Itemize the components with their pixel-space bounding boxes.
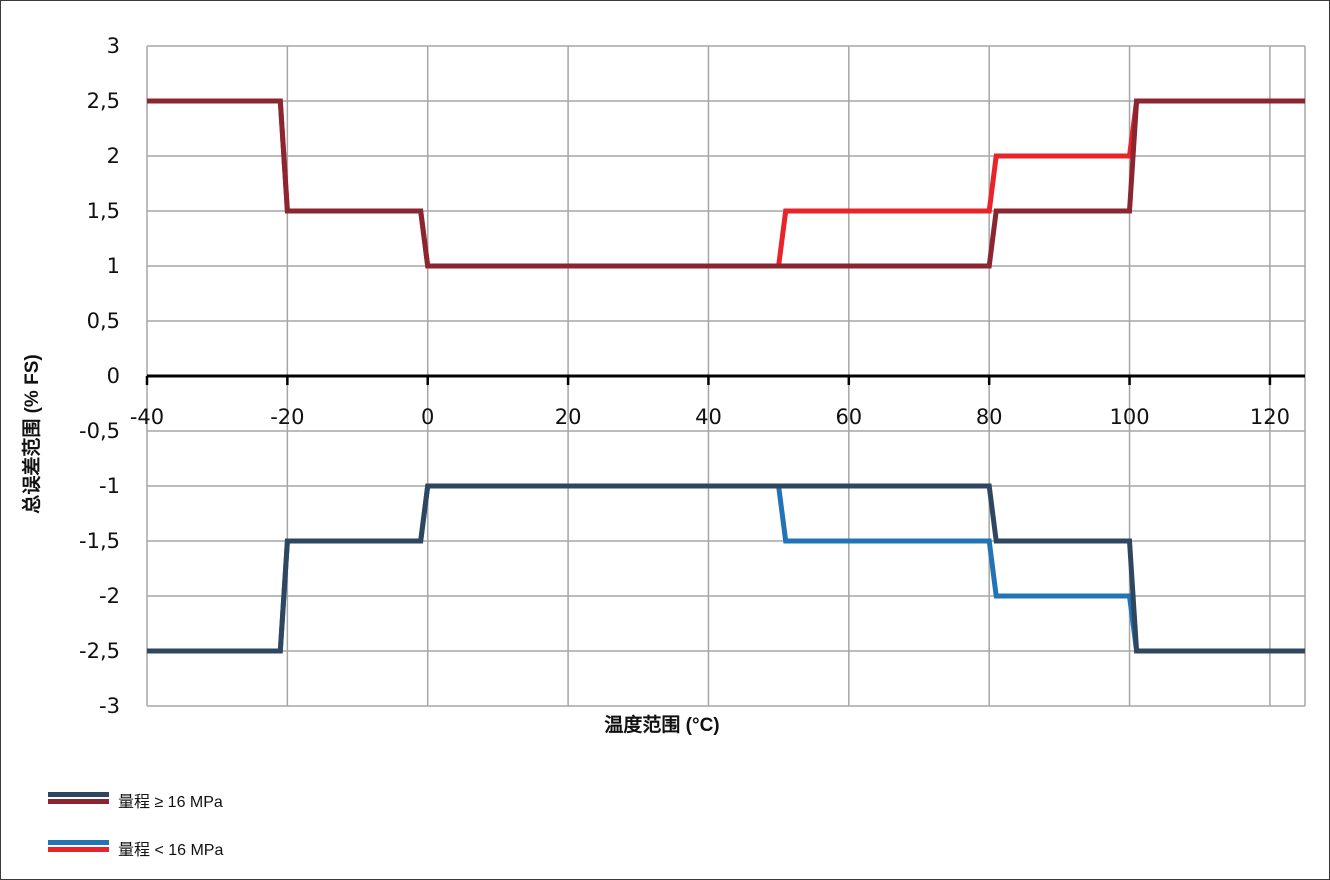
x-axis-ticks: -40 -20 0 20 40 60 80 100 120	[130, 405, 1290, 429]
legend-label: 量程 < 16 MPa	[118, 841, 223, 859]
y-tick-label: 0	[107, 364, 120, 388]
series-line	[147, 98, 1305, 269]
legend-swatch-lower	[48, 840, 109, 845]
y-tick-label: 2	[107, 144, 120, 168]
y-tick-label: 2,5	[87, 89, 120, 113]
y-tick-label: -2	[99, 584, 120, 608]
x-axis-title: 温度范围 (°C)	[604, 713, 719, 736]
y-tick-label: -2,5	[79, 639, 120, 663]
legend: 量程 ≥ 16 MPa 量程 < 16 MPa	[48, 792, 223, 859]
x-tick-label: 0	[421, 405, 434, 429]
series-line	[147, 483, 1305, 654]
y-tick-label: -3	[99, 694, 120, 718]
legend-item: 量程 ≥ 16 MPa	[48, 792, 223, 811]
x-tick-label: 80	[976, 405, 1003, 429]
y-tick-label: 1	[107, 254, 120, 278]
series-group	[147, 98, 1305, 654]
x-tick-label: 20	[555, 405, 582, 429]
x-tick-label: 120	[1250, 405, 1290, 429]
legend-item: 量程 < 16 MPa	[48, 840, 223, 859]
y-axis-title: 总误差范围 (% FS)	[20, 354, 43, 513]
y-tick-label: -1,5	[79, 529, 120, 553]
x-tick-label: 60	[835, 405, 862, 429]
x-tick-label: 100	[1109, 405, 1149, 429]
legend-swatch-lower	[48, 792, 109, 797]
y-axis-ticks: 3 2,5 2 1,5 1 0,5 0 -0,5 -1 -1,5 -2 -2,5 -3	[79, 34, 120, 718]
legend-swatch-upper	[48, 799, 109, 804]
legend-label: 量程 ≥ 16 MPa	[118, 793, 223, 811]
x-tick-label: -40	[130, 405, 164, 429]
y-tick-label: 1,5	[87, 199, 120, 223]
legend-swatch-upper	[48, 847, 109, 852]
y-tick-label: -1	[99, 474, 120, 498]
y-tick-label: -0,5	[79, 419, 120, 443]
x-tick-label: -20	[270, 405, 304, 429]
y-tick-label: 0,5	[87, 309, 120, 333]
y-tick-label: 3	[107, 34, 120, 58]
x-tick-label: 40	[695, 405, 722, 429]
x-axis	[145, 374, 1305, 385]
